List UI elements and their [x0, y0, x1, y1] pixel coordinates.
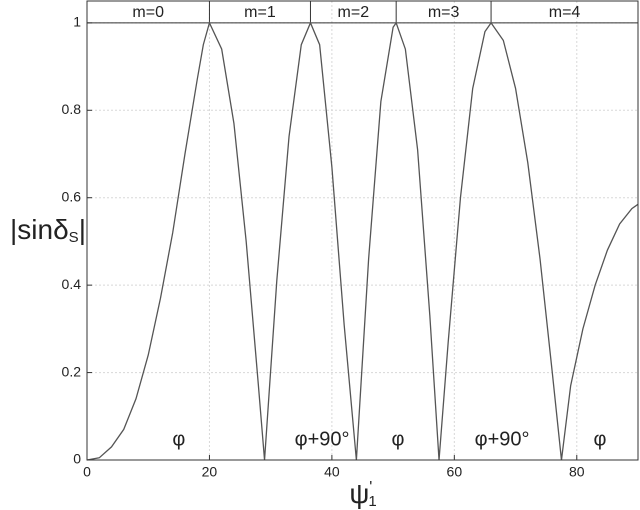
y-tick-label: 0.8: [62, 101, 82, 117]
y-tick-label: 1: [73, 14, 81, 30]
y-label-sub: S: [69, 229, 79, 246]
annotation: φ+90°: [475, 429, 530, 451]
x-label-prime: ': [369, 479, 372, 496]
x-tick-label: 20: [202, 464, 218, 480]
data-line: [86, 20, 639, 461]
region-label: m=0: [132, 4, 164, 21]
x-tick-label: 0: [83, 464, 91, 480]
annotation: φ: [594, 429, 607, 451]
y-tick-label: 0.4: [62, 276, 82, 292]
region-label: m=3: [428, 4, 460, 21]
x-tick-label: 80: [569, 464, 585, 480]
x-label-main: ψ: [349, 478, 369, 509]
y-tick-label: 0: [73, 451, 81, 467]
annotation: φ: [172, 429, 185, 451]
x-axis-label: ψ' 1: [349, 478, 376, 510]
region-label: m=4: [549, 4, 581, 21]
y-tick-label: 0.6: [62, 188, 82, 204]
x-tick-label: 40: [324, 464, 340, 480]
annotation: φ: [392, 429, 405, 451]
y-axis-label: |sinδS|: [10, 214, 86, 246]
x-label-sub: 1: [368, 493, 376, 510]
region-label: m=2: [338, 4, 370, 21]
x-tick-label: 60: [447, 464, 463, 480]
annotation: φ+90°: [295, 429, 350, 451]
y-tick-label: 0.2: [62, 363, 82, 379]
y-label-main: |sinδ: [10, 214, 69, 245]
plot-frame: [86, 0, 639, 461]
region-label: m=1: [244, 4, 276, 21]
y-label-end: |: [79, 214, 86, 245]
